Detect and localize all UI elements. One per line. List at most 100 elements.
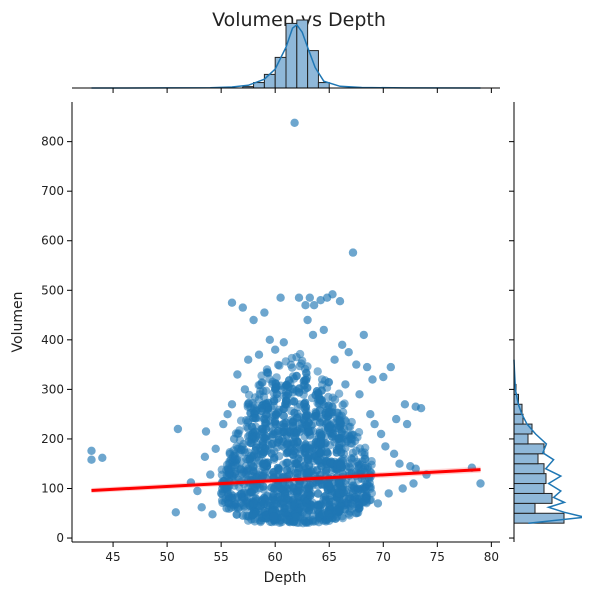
y-tick-label: 0	[56, 531, 64, 545]
scatter-point	[211, 444, 220, 453]
scatter-point	[208, 510, 217, 519]
scatter-point	[251, 414, 261, 423]
scatter-point	[304, 427, 314, 436]
scatter-point	[292, 413, 302, 422]
y-marginal-histogram	[509, 102, 582, 542]
scatter-point	[313, 501, 323, 510]
regression-line	[91, 468, 481, 492]
scatter-point	[389, 449, 399, 458]
scatter-point	[197, 503, 206, 512]
scatter-point	[300, 480, 309, 489]
scatter-point	[200, 452, 210, 461]
scatter-point	[282, 449, 291, 458]
scatter-point	[293, 438, 302, 447]
x-tick-label: 45	[105, 550, 120, 564]
scatter-point	[334, 478, 343, 488]
y-axis-ticks: 0 100 200 300 400 500 600 700 800	[41, 135, 72, 545]
y-marginal-bar	[513, 483, 545, 494]
scatter-point	[244, 355, 253, 364]
x-tick-label: 75	[430, 550, 445, 564]
scatter-point	[248, 510, 258, 519]
scatter-point	[270, 417, 280, 426]
scatter-point	[308, 516, 317, 525]
scatter-point	[330, 355, 339, 364]
scatter-point	[332, 423, 341, 433]
scatter-point	[173, 424, 183, 434]
scatter-point	[379, 372, 388, 382]
y-marginal-bar	[513, 443, 545, 455]
scatter-point	[324, 481, 334, 490]
scatter-point	[301, 375, 311, 385]
scatter-point	[265, 335, 274, 344]
scatter-point	[288, 363, 297, 372]
x-tick-label: 55	[214, 550, 229, 564]
y-marginal-bar	[513, 492, 553, 504]
scatter-point	[269, 512, 278, 521]
scatter-point	[294, 293, 304, 302]
scatter-point	[319, 325, 328, 335]
scatter-point	[171, 508, 180, 517]
y-marginal-bar	[513, 463, 545, 475]
scatter-point	[219, 419, 228, 429]
scatter-point	[324, 378, 333, 387]
scatter-point	[336, 448, 346, 457]
scatter-point	[272, 389, 281, 399]
scatter-point	[258, 449, 267, 459]
scatter-point	[357, 448, 367, 457]
scatter-point	[262, 410, 271, 419]
scatter-point	[263, 369, 273, 378]
scatter-point	[284, 382, 293, 392]
y-marginal-bar	[513, 473, 547, 485]
scatter-point	[411, 464, 420, 473]
scatter-point	[315, 393, 324, 403]
y-tick-label: 100	[41, 481, 64, 495]
scatter-point	[400, 400, 410, 409]
scatter-point	[249, 315, 258, 325]
scatter-point	[233, 370, 242, 379]
scatter-point	[236, 464, 245, 473]
scatter-point	[315, 418, 325, 427]
x-tick-label: 50	[159, 550, 174, 564]
scatter-point	[300, 516, 309, 525]
scatter-point	[304, 418, 313, 427]
scatter-point	[361, 491, 371, 501]
scatter-point	[292, 371, 301, 381]
x-tick-label: 80	[484, 550, 499, 564]
scatter-point	[259, 499, 269, 509]
x-marginal-histogram	[72, 19, 500, 93]
scatter-point	[217, 496, 227, 505]
scatter-point	[257, 404, 266, 413]
scatter-point	[267, 439, 277, 449]
scatter-point	[290, 118, 299, 128]
scatter-point	[247, 487, 257, 497]
scatter-point	[229, 434, 239, 444]
scatter-point	[313, 367, 322, 376]
scatter-point	[249, 462, 258, 471]
scatter-point	[398, 484, 407, 493]
scatter-point	[240, 385, 250, 394]
scatter-point	[227, 298, 237, 307]
scatter-point	[285, 470, 294, 479]
scatter-point	[316, 296, 325, 305]
scatter-point	[258, 378, 267, 387]
scatter-point	[416, 404, 426, 413]
scatter-point	[302, 503, 311, 513]
x-axis-ticks: 45 50 55 60 65 70 75 80	[105, 542, 499, 564]
x-axis-label: Depth	[264, 570, 307, 586]
scatter-point	[281, 418, 291, 427]
y-tick-label: 200	[41, 432, 64, 446]
main-scatter-plot: 45 50 55 60 65 70 75 80 0 100 200 300 400 500 600 700 8…	[10, 102, 500, 586]
scatter-point	[289, 501, 299, 510]
scatter-point	[310, 412, 320, 421]
scatter-point	[244, 399, 253, 408]
y-axis-label: Volumen	[10, 292, 26, 353]
scatter-point	[322, 447, 331, 456]
scatter-point	[259, 482, 268, 491]
scatter-point	[289, 450, 298, 460]
scatter-point	[289, 483, 298, 492]
y-tick-label: 300	[41, 382, 64, 396]
y-marginal-bar	[513, 453, 539, 465]
scatter-point	[271, 383, 281, 392]
scatter-point	[335, 506, 345, 515]
scatter-point	[272, 500, 281, 509]
